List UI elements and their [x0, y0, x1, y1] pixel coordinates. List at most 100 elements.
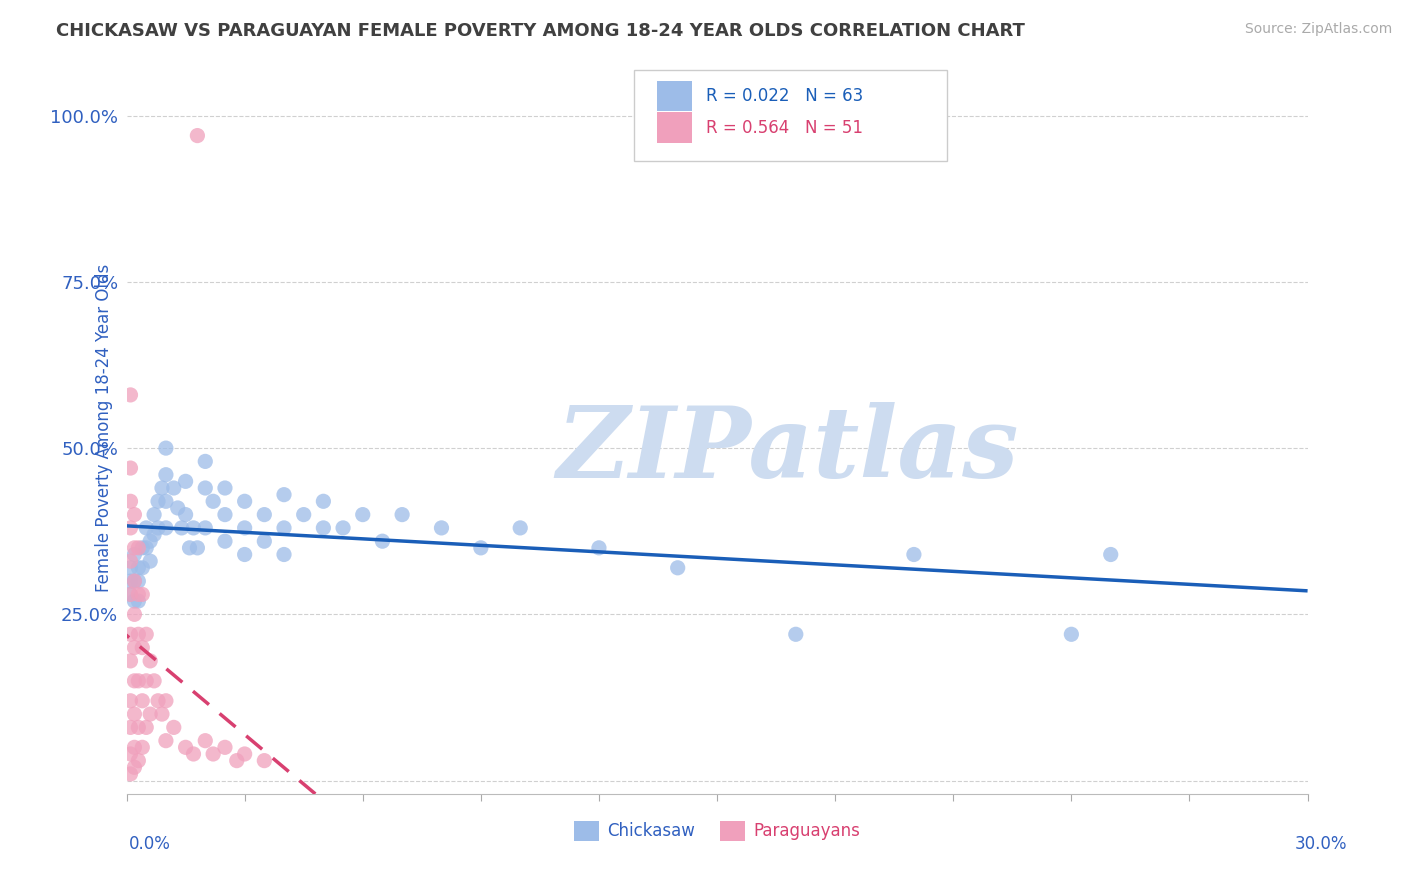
Point — [174, 508, 197, 522]
Point — [371, 534, 394, 549]
FancyBboxPatch shape — [634, 70, 948, 161]
Point — [124, 607, 146, 622]
Point — [155, 694, 177, 708]
Point — [785, 627, 807, 641]
Point — [135, 521, 157, 535]
Point — [120, 747, 142, 761]
Point — [163, 720, 186, 734]
Point — [143, 527, 166, 541]
Point — [127, 541, 149, 555]
Point — [127, 720, 149, 734]
Point — [124, 548, 146, 562]
Point — [202, 494, 225, 508]
Text: Source: ZipAtlas.com: Source: ZipAtlas.com — [1244, 22, 1392, 37]
Point — [124, 673, 146, 688]
Point — [174, 740, 197, 755]
Point — [124, 640, 146, 655]
Point — [253, 754, 276, 768]
Point — [194, 521, 217, 535]
Point — [1099, 548, 1122, 562]
Point — [120, 627, 142, 641]
Point — [292, 508, 315, 522]
Point — [273, 488, 295, 502]
Point — [120, 561, 142, 575]
Point — [186, 541, 208, 555]
Bar — [657, 112, 692, 143]
Point — [470, 541, 492, 555]
Point — [233, 747, 256, 761]
Point — [155, 494, 177, 508]
Point — [131, 561, 153, 575]
Point — [233, 548, 256, 562]
Point — [146, 521, 169, 535]
Point — [124, 760, 146, 774]
Point — [120, 720, 142, 734]
Point — [509, 521, 531, 535]
Text: ZIPatlas: ZIPatlas — [557, 402, 1019, 499]
Point — [120, 494, 142, 508]
Point — [214, 740, 236, 755]
Point — [352, 508, 374, 522]
Point — [391, 508, 413, 522]
Text: CHICKASAW VS PARAGUAYAN FEMALE POVERTY AMONG 18-24 YEAR OLDS CORRELATION CHART: CHICKASAW VS PARAGUAYAN FEMALE POVERTY A… — [56, 22, 1025, 40]
Point — [202, 747, 225, 761]
Point — [124, 594, 146, 608]
Point — [155, 733, 177, 747]
Point — [312, 521, 335, 535]
Point — [127, 673, 149, 688]
Point — [124, 541, 146, 555]
Point — [127, 754, 149, 768]
Point — [139, 707, 162, 722]
Point — [120, 574, 142, 588]
Point — [120, 694, 142, 708]
Point — [127, 594, 149, 608]
Point — [131, 541, 153, 555]
Point — [273, 548, 295, 562]
Point — [163, 481, 186, 495]
Point — [430, 521, 453, 535]
Point — [135, 627, 157, 641]
Point — [131, 640, 153, 655]
Point — [666, 561, 689, 575]
Text: R = 0.564   N = 51: R = 0.564 N = 51 — [706, 119, 863, 136]
Point — [166, 500, 188, 515]
Point — [214, 508, 236, 522]
Bar — [657, 80, 692, 112]
Point — [143, 508, 166, 522]
Point — [183, 747, 205, 761]
Point — [120, 767, 142, 781]
Point — [233, 521, 256, 535]
Point — [253, 508, 276, 522]
Point — [139, 554, 162, 568]
Point — [120, 388, 142, 402]
Point — [124, 707, 146, 722]
Point — [214, 534, 236, 549]
Point — [120, 587, 142, 601]
Point — [155, 521, 177, 535]
Point — [312, 494, 335, 508]
Point — [120, 587, 142, 601]
Point — [127, 561, 149, 575]
Point — [127, 627, 149, 641]
Point — [124, 574, 146, 588]
Point — [903, 548, 925, 562]
Point — [127, 587, 149, 601]
Point — [150, 481, 173, 495]
Point — [139, 534, 162, 549]
Point — [194, 733, 217, 747]
Point — [588, 541, 610, 555]
Point — [146, 494, 169, 508]
Point — [131, 740, 153, 755]
Point — [135, 673, 157, 688]
Point — [124, 508, 146, 522]
Point — [253, 534, 276, 549]
Point — [186, 128, 208, 143]
Point — [127, 574, 149, 588]
Point — [183, 521, 205, 535]
Point — [120, 554, 142, 568]
Point — [120, 521, 142, 535]
Point — [124, 574, 146, 588]
Point — [146, 694, 169, 708]
Text: 0.0%: 0.0% — [129, 835, 172, 853]
Point — [1060, 627, 1083, 641]
